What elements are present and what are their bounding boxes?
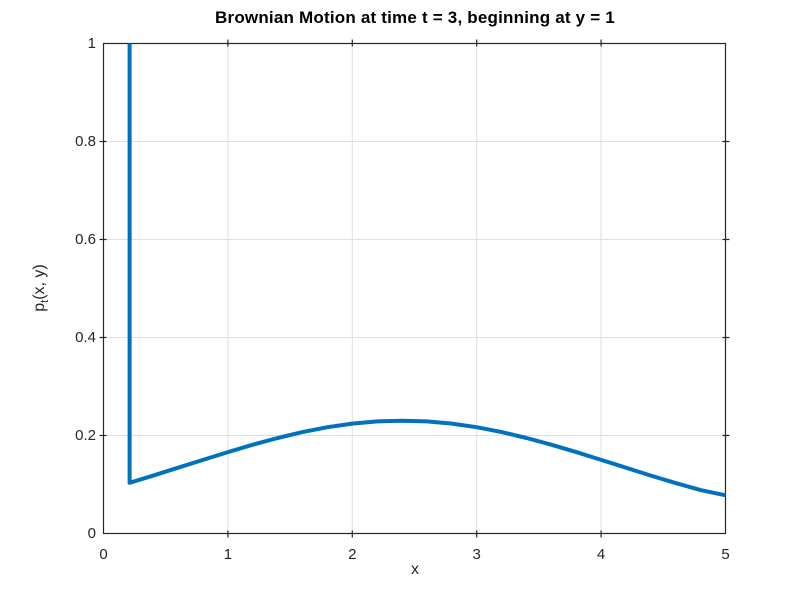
data-series-line — [127, 43, 726, 498]
plot-frame — [102, 42, 727, 535]
grid-lines — [103, 43, 726, 534]
x-axis-label: x — [411, 561, 419, 578]
plot-title: Brownian Motion at time t = 3, beginning… — [215, 8, 615, 27]
